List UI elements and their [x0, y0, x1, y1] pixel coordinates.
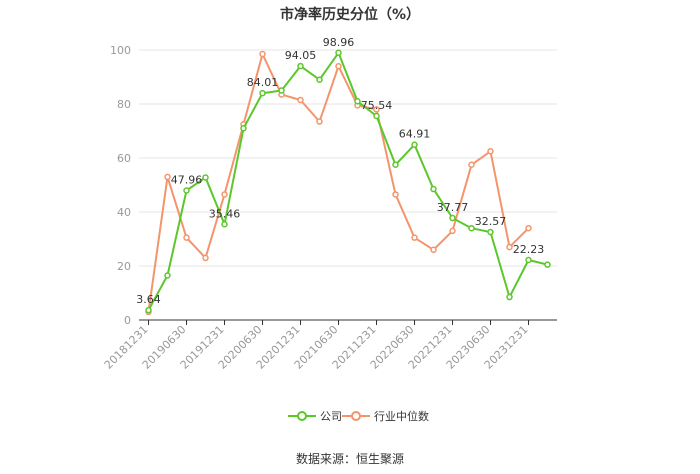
series-line-1	[147, 53, 530, 313]
data-point-s0-10	[335, 49, 342, 57]
data-point-s0-17	[468, 224, 475, 232]
data-point-s1-10	[335, 62, 342, 70]
data-point-s0-20	[525, 256, 532, 264]
data-point-s1-18	[487, 148, 494, 155]
legend-item-company[interactable]: 公司	[288, 408, 342, 424]
data-point-s0-11	[354, 98, 361, 105]
data-label: 98.96	[323, 36, 355, 49]
data-point-s0-0	[145, 306, 152, 314]
legend-label-industry-median: 行业中位数	[374, 410, 429, 423]
data-label: 35.46	[209, 207, 241, 220]
data-point-s1-13	[392, 191, 399, 198]
data-point-s0-3	[202, 174, 209, 181]
data-point-s0-1	[164, 272, 171, 279]
y-tick-label: 20	[117, 260, 131, 273]
grid-lines	[139, 49, 557, 267]
data-point-s0-16	[449, 214, 456, 222]
legend-swatch-industry-median	[342, 410, 370, 422]
data-label: 84.01	[247, 76, 279, 89]
data-point-s0-5	[240, 125, 247, 132]
source-note: 数据来源：恒生聚源	[295, 452, 404, 466]
data-point-s1-14	[411, 234, 418, 241]
data-point-s1-8	[297, 96, 304, 104]
data-point-s0-12	[373, 112, 380, 120]
data-point-s0-7	[278, 87, 285, 94]
data-point-s1-6	[259, 50, 266, 58]
data-point-s0-4	[221, 221, 228, 228]
data-label: 64.91	[399, 128, 431, 141]
data-point-s0-13	[392, 161, 399, 168]
series-line-0	[147, 51, 548, 311]
data-point-s0-19	[506, 293, 513, 301]
data-point-s1-17	[468, 161, 475, 168]
data-point-s1-3	[202, 254, 209, 262]
data-point-s0-2	[183, 187, 190, 194]
data-label: 94.05	[285, 49, 317, 62]
data-point-s1-16	[449, 227, 456, 235]
data-point-s1-20	[525, 224, 532, 232]
data-label: 47.96	[171, 174, 203, 187]
data-point-s0-6	[259, 89, 266, 97]
chart-title: 市净率历史分位（%）	[279, 7, 421, 23]
data-point-s1-1	[164, 173, 171, 181]
data-label: 3.64	[136, 293, 161, 306]
data-point-s0-15	[430, 185, 437, 193]
legend-item-industry-median[interactable]: 行业中位数	[342, 408, 429, 424]
series-lines	[145, 49, 551, 316]
data-label: 75.54	[361, 99, 393, 112]
legend-label-company: 公司	[320, 410, 342, 423]
legend-swatch-company	[288, 410, 316, 422]
data-point-s1-15	[430, 246, 437, 254]
y-tick-label: 80	[117, 98, 131, 111]
data-label: 37.77	[437, 201, 469, 214]
data-point-s0-21	[544, 261, 551, 268]
data-point-s1-4	[221, 191, 228, 198]
data-point-s1-9	[316, 118, 323, 125]
y-tick-label: 100	[110, 44, 131, 57]
data-point-s1-12	[373, 106, 380, 113]
y-tick-label: 40	[117, 206, 131, 219]
data-label: 32.57	[475, 215, 507, 228]
data-point-s1-2	[183, 234, 190, 241]
legend: 公司 行业中位数	[0, 408, 700, 426]
data-label: 22.23	[513, 243, 545, 256]
y-tick-label: 60	[117, 152, 131, 165]
data-point-s0-9	[316, 76, 323, 83]
data-point-s0-8	[297, 62, 304, 70]
data-point-s0-14	[411, 141, 418, 148]
data-point-s1-19	[506, 243, 513, 251]
data-labels: 3.64 47.96 35.46 84.01 94.05 98.96 75.54 64.91 3…	[136, 36, 544, 306]
data-point-s0-18	[487, 228, 494, 236]
y-tick-label: 0	[124, 314, 131, 327]
